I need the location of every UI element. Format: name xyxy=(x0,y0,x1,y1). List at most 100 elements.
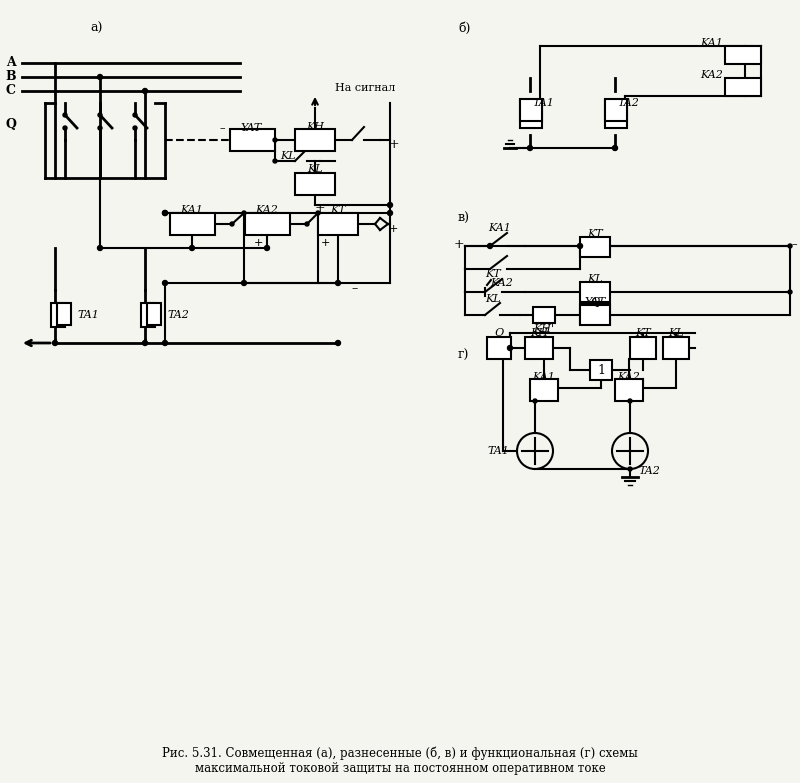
Circle shape xyxy=(98,113,102,117)
Text: TA1: TA1 xyxy=(487,446,509,456)
Circle shape xyxy=(487,244,493,248)
Text: Q: Q xyxy=(494,328,503,338)
Circle shape xyxy=(273,138,277,142)
Bar xyxy=(245,213,290,235)
Text: –: – xyxy=(219,123,225,133)
Bar xyxy=(725,78,761,96)
Text: B: B xyxy=(6,70,16,84)
Circle shape xyxy=(273,159,277,163)
Text: 1: 1 xyxy=(597,363,605,377)
Text: +: + xyxy=(314,203,326,215)
Circle shape xyxy=(98,246,102,251)
Bar xyxy=(520,100,542,128)
Bar xyxy=(533,307,555,323)
Bar xyxy=(525,337,553,359)
Bar xyxy=(57,303,71,325)
Circle shape xyxy=(53,341,58,345)
Circle shape xyxy=(387,211,393,215)
Bar xyxy=(663,337,689,359)
Text: –: – xyxy=(791,239,797,249)
Circle shape xyxy=(387,203,393,207)
Circle shape xyxy=(242,280,246,286)
Text: а): а) xyxy=(90,21,102,34)
Circle shape xyxy=(788,244,792,248)
Text: KL: KL xyxy=(307,164,323,174)
Text: TA1: TA1 xyxy=(77,310,99,320)
Bar xyxy=(230,129,275,151)
Text: г): г) xyxy=(458,348,470,362)
Circle shape xyxy=(162,341,167,345)
Circle shape xyxy=(533,399,537,403)
Bar xyxy=(630,337,656,359)
Bar xyxy=(530,379,558,401)
Bar xyxy=(580,304,610,324)
Text: Рис. 5.31. Совмещенная (а), разнесенные (б, в) и функциональная (г) схемы
максим: Рис. 5.31. Совмещенная (а), разнесенные … xyxy=(162,747,638,775)
Text: На сигнал: На сигнал xyxy=(335,83,395,93)
Bar xyxy=(580,305,610,325)
Bar xyxy=(605,99,627,121)
Text: KL: KL xyxy=(587,274,603,284)
Text: KA1: KA1 xyxy=(700,38,723,48)
Circle shape xyxy=(230,222,234,226)
Circle shape xyxy=(628,467,632,471)
Bar xyxy=(605,100,627,128)
Text: KA2: KA2 xyxy=(700,70,723,80)
Text: +: + xyxy=(320,238,330,248)
Bar xyxy=(580,237,610,257)
Circle shape xyxy=(613,146,618,150)
Text: KH': KH' xyxy=(533,324,554,334)
Circle shape xyxy=(63,113,67,117)
Text: Q: Q xyxy=(590,297,599,307)
Circle shape xyxy=(162,280,167,286)
Text: +: + xyxy=(254,238,262,248)
Circle shape xyxy=(613,146,617,150)
Circle shape xyxy=(98,126,102,130)
Text: –: – xyxy=(352,283,358,295)
Text: C: C xyxy=(6,85,16,98)
Text: KA1: KA1 xyxy=(533,372,555,382)
Circle shape xyxy=(335,280,341,286)
Text: KL: KL xyxy=(280,151,296,161)
Text: A: A xyxy=(6,56,16,70)
Circle shape xyxy=(335,341,341,345)
Text: KT: KT xyxy=(587,229,603,239)
Text: в): в) xyxy=(458,211,470,225)
Text: KH: KH xyxy=(530,328,548,338)
Bar xyxy=(318,213,358,235)
Text: KT: KT xyxy=(330,205,346,215)
Text: KA2: KA2 xyxy=(255,205,278,215)
Text: KA2: KA2 xyxy=(490,278,513,288)
Circle shape xyxy=(142,341,147,345)
Text: +: + xyxy=(388,224,398,234)
Text: KH: KH xyxy=(306,122,324,132)
Bar xyxy=(170,213,215,235)
Circle shape xyxy=(63,126,67,130)
Text: Q: Q xyxy=(5,118,16,132)
Bar xyxy=(141,303,155,327)
Bar xyxy=(487,337,511,359)
Text: KL: KL xyxy=(668,328,684,338)
Circle shape xyxy=(578,244,582,248)
Bar xyxy=(51,303,65,327)
Text: TA1: TA1 xyxy=(532,98,554,108)
Bar xyxy=(147,303,161,325)
Circle shape xyxy=(133,126,137,130)
Circle shape xyxy=(142,88,147,93)
Text: +: + xyxy=(389,139,399,151)
Circle shape xyxy=(507,345,513,351)
Bar xyxy=(615,379,643,401)
Circle shape xyxy=(527,146,533,150)
Text: TA2: TA2 xyxy=(617,98,639,108)
Text: KT: KT xyxy=(635,328,651,338)
Text: KT: KT xyxy=(485,269,501,279)
Circle shape xyxy=(162,211,167,215)
Bar xyxy=(725,46,761,64)
Circle shape xyxy=(265,246,270,251)
Circle shape xyxy=(242,211,246,215)
Text: +: + xyxy=(454,237,464,251)
Text: KL: KL xyxy=(485,294,501,304)
Circle shape xyxy=(305,222,309,226)
Bar xyxy=(295,173,335,195)
Circle shape xyxy=(162,211,167,215)
Text: KA1: KA1 xyxy=(489,223,511,233)
